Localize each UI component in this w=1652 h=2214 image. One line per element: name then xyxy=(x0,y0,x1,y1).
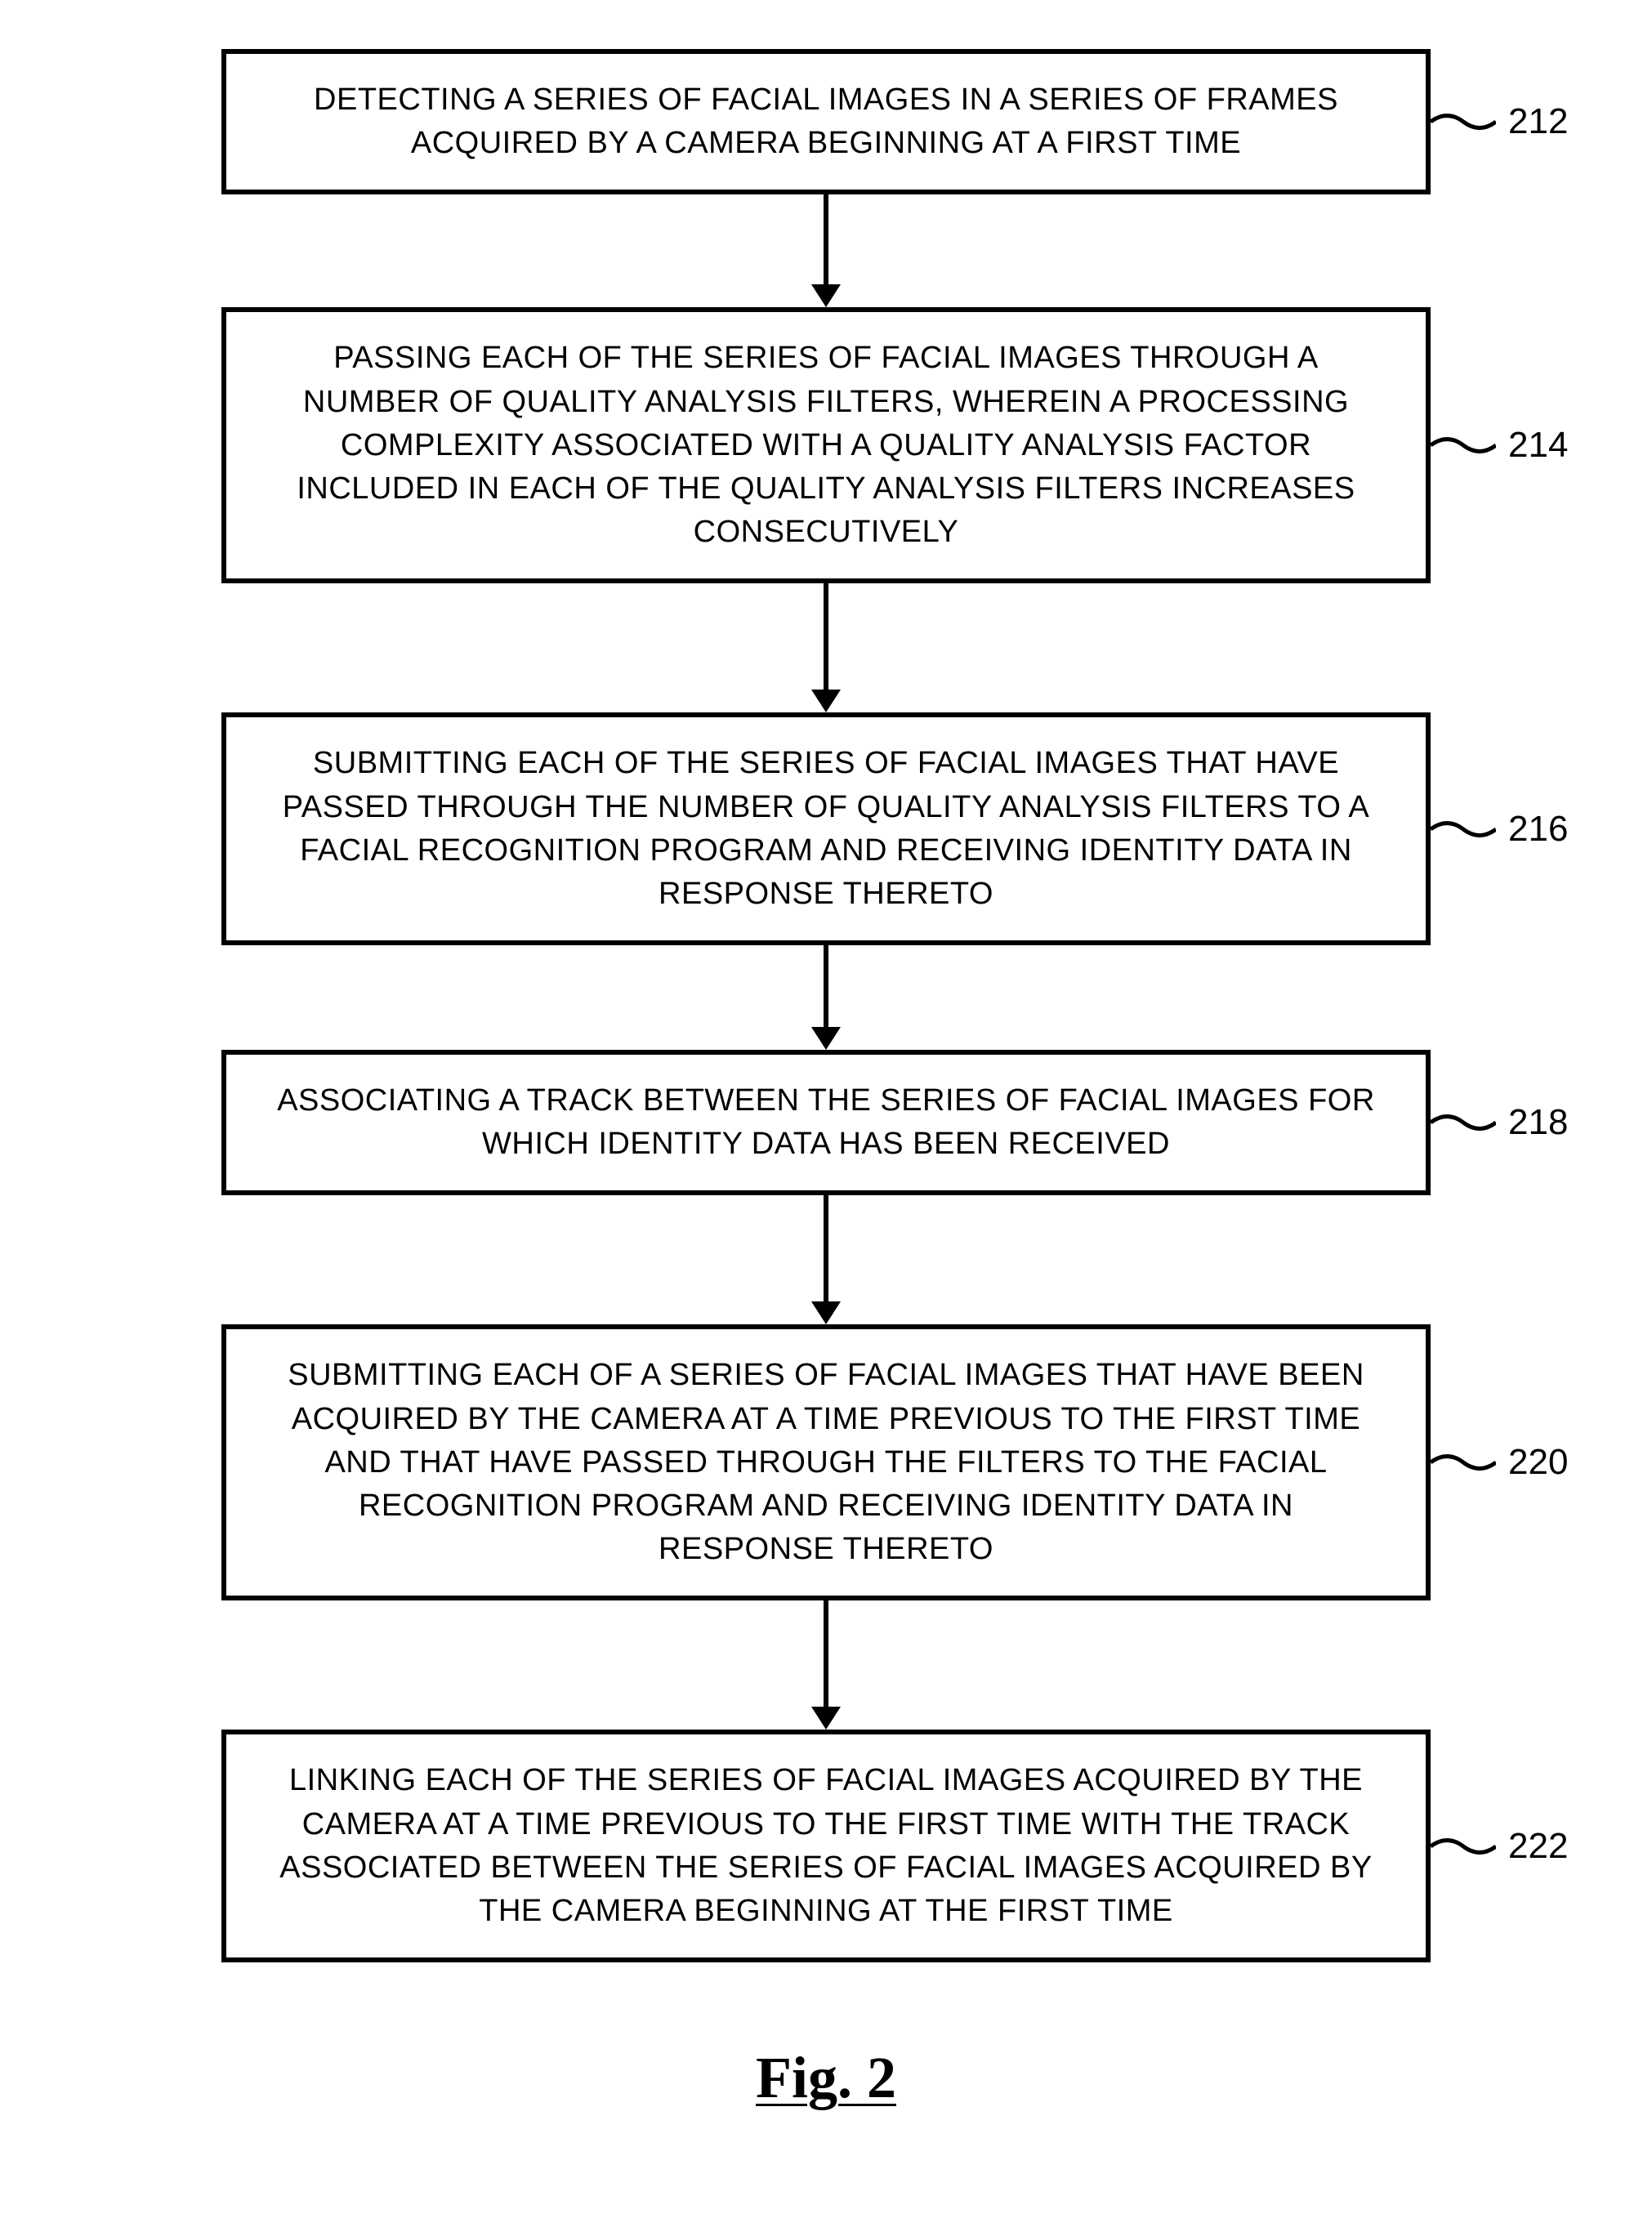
label-group-212: 212 xyxy=(1431,101,1568,142)
step-row-220: SUBMITTING EACH OF A SERIES OF FACIAL IM… xyxy=(33,1324,1619,1600)
connector-curve-icon xyxy=(1431,429,1496,462)
step-label-214: 214 xyxy=(1508,425,1568,466)
label-group-220: 220 xyxy=(1431,1442,1568,1483)
step-box-218: ASSOCIATING A TRACK BETWEEN THE SERIES O… xyxy=(221,1050,1431,1195)
step-row-222: LINKING EACH OF THE SERIES OF FACIAL IMA… xyxy=(33,1730,1619,1962)
label-group-214: 214 xyxy=(1431,425,1568,466)
connector-curve-icon xyxy=(1431,105,1496,138)
label-group-218: 218 xyxy=(1431,1102,1568,1143)
arrow-down-icon xyxy=(811,945,841,1050)
connector-curve-icon xyxy=(1431,813,1496,846)
step-box-216: SUBMITTING EACH OF THE SERIES OF FACIAL … xyxy=(221,712,1431,945)
arrow-down-icon xyxy=(811,194,841,307)
arrow-head xyxy=(811,690,841,712)
arrow-line xyxy=(824,1195,828,1301)
arrow-head xyxy=(811,284,841,307)
arrow-line xyxy=(824,583,828,690)
step-box-220: SUBMITTING EACH OF A SERIES OF FACIAL IM… xyxy=(221,1324,1431,1600)
connector-curve-icon xyxy=(1431,1446,1496,1479)
figure-caption: Fig. 2 xyxy=(756,2044,896,2112)
step-label-212: 212 xyxy=(1508,101,1568,142)
arrow-head xyxy=(811,1027,841,1050)
step-box-214: PASSING EACH OF THE SERIES OF FACIAL IMA… xyxy=(221,307,1431,583)
flowchart-container: DETECTING A SERIES OF FACIAL IMAGES IN A… xyxy=(33,49,1619,2112)
step-box-222: LINKING EACH OF THE SERIES OF FACIAL IMA… xyxy=(221,1730,1431,1962)
step-row-212: DETECTING A SERIES OF FACIAL IMAGES IN A… xyxy=(33,49,1619,194)
step-row-214: PASSING EACH OF THE SERIES OF FACIAL IMA… xyxy=(33,307,1619,583)
label-group-222: 222 xyxy=(1431,1826,1568,1867)
arrow-line xyxy=(824,194,828,284)
step-label-220: 220 xyxy=(1508,1442,1568,1483)
step-label-216: 216 xyxy=(1508,809,1568,850)
arrow-line xyxy=(824,1600,828,1707)
arrow-line xyxy=(824,945,828,1027)
step-row-216: SUBMITTING EACH OF THE SERIES OF FACIAL … xyxy=(33,712,1619,945)
label-group-216: 216 xyxy=(1431,809,1568,850)
connector-curve-icon xyxy=(1431,1106,1496,1139)
arrow-down-icon xyxy=(811,1600,841,1730)
step-row-218: ASSOCIATING A TRACK BETWEEN THE SERIES O… xyxy=(33,1050,1619,1195)
step-label-218: 218 xyxy=(1508,1102,1568,1143)
step-label-222: 222 xyxy=(1508,1826,1568,1867)
arrow-head xyxy=(811,1707,841,1730)
arrow-head xyxy=(811,1301,841,1324)
connector-curve-icon xyxy=(1431,1830,1496,1863)
arrow-down-icon xyxy=(811,583,841,712)
step-box-212: DETECTING A SERIES OF FACIAL IMAGES IN A… xyxy=(221,49,1431,194)
arrow-down-icon xyxy=(811,1195,841,1324)
